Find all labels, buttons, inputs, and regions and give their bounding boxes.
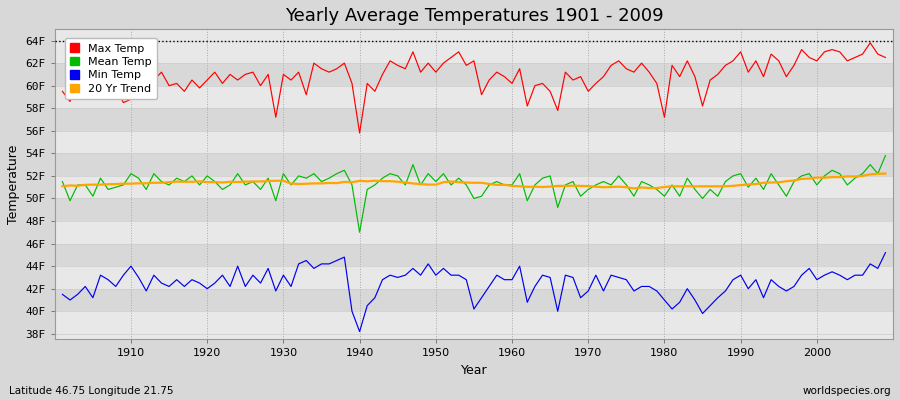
- Bar: [55, 86, 893, 108]
- Text: worldspecies.org: worldspecies.org: [803, 386, 891, 396]
- X-axis label: Year: Year: [461, 364, 487, 377]
- Bar: [55, 311, 893, 334]
- Bar: [55, 176, 893, 198]
- Bar: [55, 63, 893, 86]
- Bar: [55, 266, 893, 289]
- Bar: [55, 198, 893, 221]
- Bar: [55, 40, 893, 63]
- Legend: Max Temp, Mean Temp, Min Temp, 20 Yr Trend: Max Temp, Mean Temp, Min Temp, 20 Yr Tre…: [65, 38, 157, 100]
- Text: Latitude 46.75 Longitude 21.75: Latitude 46.75 Longitude 21.75: [9, 386, 174, 396]
- Bar: [55, 153, 893, 176]
- Bar: [55, 289, 893, 311]
- Bar: [55, 131, 893, 153]
- Title: Yearly Average Temperatures 1901 - 2009: Yearly Average Temperatures 1901 - 2009: [284, 7, 663, 25]
- Bar: [55, 108, 893, 131]
- Y-axis label: Temperature: Temperature: [7, 145, 20, 224]
- Bar: [55, 244, 893, 266]
- Bar: [55, 221, 893, 244]
